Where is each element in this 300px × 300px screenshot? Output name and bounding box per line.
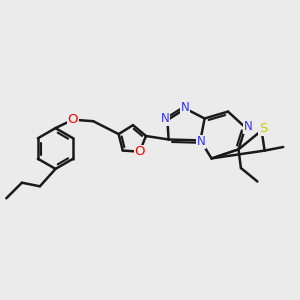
Text: O: O bbox=[68, 113, 78, 126]
Text: N: N bbox=[196, 135, 206, 148]
Text: N: N bbox=[181, 100, 190, 114]
Text: N: N bbox=[243, 120, 252, 134]
Text: N: N bbox=[160, 112, 169, 125]
Text: O: O bbox=[134, 145, 145, 158]
Text: S: S bbox=[259, 122, 267, 136]
